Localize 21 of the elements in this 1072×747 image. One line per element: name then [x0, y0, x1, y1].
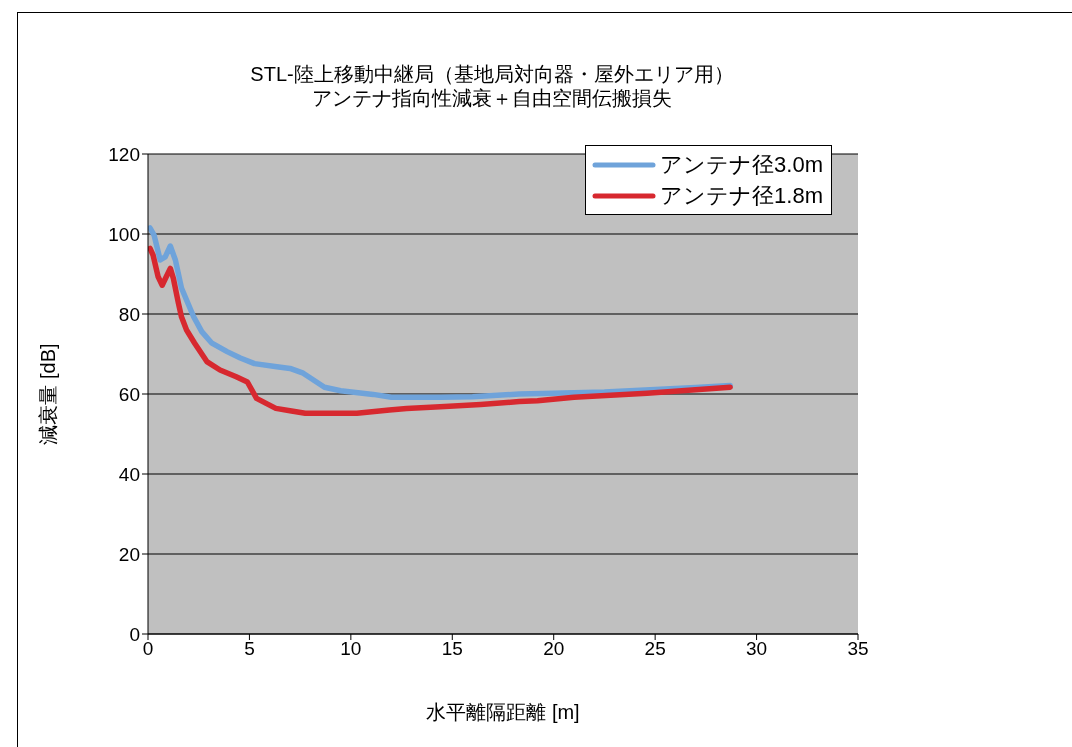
legend-label: アンテナ径1.8m	[660, 182, 823, 210]
x-tick-label: 30	[746, 638, 768, 660]
x-tick-label: 25	[644, 638, 666, 660]
x-axis-title: 水平離隔距離 [m]	[426, 699, 580, 725]
chart-title: STL-陸上移動中継局（基地局対向器・屋外エリア用）	[250, 62, 734, 86]
x-tick-label: 5	[244, 638, 255, 660]
y-tick-label: 120	[108, 143, 140, 165]
x-tick-label: 20	[543, 638, 565, 660]
y-tick-label: 0	[129, 623, 140, 645]
y-tick-label: 40	[118, 463, 140, 485]
y-tick-label: 60	[118, 383, 140, 405]
legend-label: アンテナ径3.0m	[660, 151, 823, 179]
x-tick-label: 35	[847, 638, 869, 660]
x-tick-label: 10	[340, 638, 362, 660]
y-tick-label: 20	[118, 543, 140, 565]
chart-subtitle: アンテナ指向性減衰＋自由空間伝搬損失	[311, 86, 673, 110]
y-tick-label: 100	[108, 223, 140, 245]
y-axis-title: 減衰量 [dB]	[35, 343, 60, 445]
x-tick-label: 15	[441, 638, 463, 660]
x-tick-label: 0	[142, 638, 154, 660]
y-tick-label: 80	[118, 303, 140, 325]
